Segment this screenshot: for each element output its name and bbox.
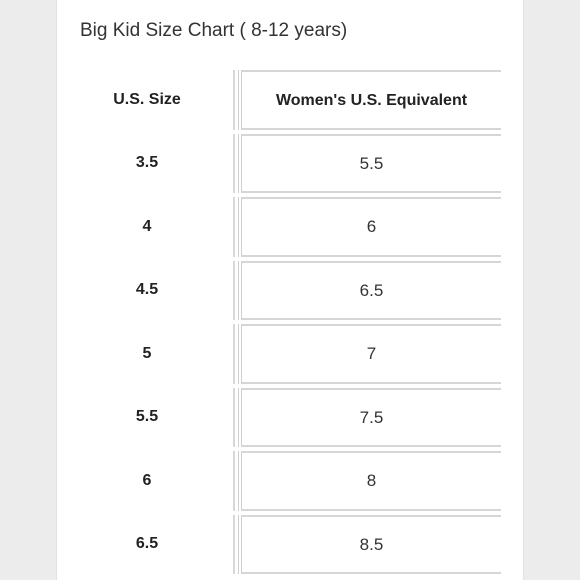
womens-equivalent-cell: 7.5 xyxy=(241,387,501,447)
womens-equivalent-cell: 6 xyxy=(241,197,501,257)
column-divider xyxy=(233,324,239,384)
table-row: 4.5 6.5 xyxy=(71,259,501,323)
column-divider xyxy=(233,260,239,320)
womens-equivalent-cell: 7 xyxy=(241,324,501,384)
us-size-cell: 5.5 xyxy=(135,408,159,426)
us-size-cell: 4.5 xyxy=(135,281,159,299)
womens-equivalent-cell: 8.5 xyxy=(241,514,501,574)
column-divider xyxy=(233,514,239,574)
header-us-size: U.S. Size xyxy=(113,90,181,108)
womens-equivalent-cell: 5.5 xyxy=(241,133,501,193)
column-divider xyxy=(233,451,239,511)
us-size-cell: 5 xyxy=(142,344,152,362)
table-row: 3.5 5.5 xyxy=(71,132,501,196)
column-divider xyxy=(233,70,239,130)
us-size-cell: 3.5 xyxy=(135,154,159,172)
column-divider xyxy=(233,387,239,447)
table-row: 6.5 8.5 xyxy=(71,513,501,577)
womens-equivalent-cell: 6.5 xyxy=(241,260,501,320)
page-title: Big Kid Size Chart ( 8-12 years) xyxy=(80,20,348,41)
table-row: 5 7 xyxy=(71,322,501,386)
table-header-row: U.S. Size Women's U.S. Equivalent xyxy=(71,68,501,132)
header-womens-equivalent: Women's U.S. Equivalent xyxy=(241,70,501,130)
us-size-cell: 6 xyxy=(142,471,152,489)
table-row: 6 8 xyxy=(71,449,501,513)
us-size-cell: 4 xyxy=(142,217,152,235)
table-row: 4 6 xyxy=(71,195,501,259)
womens-equivalent-cell: 8 xyxy=(241,451,501,511)
size-chart-sheet: Big Kid Size Chart ( 8-12 years) U.S. Si… xyxy=(57,0,523,580)
column-divider xyxy=(233,133,239,193)
column-divider xyxy=(233,197,239,257)
size-table: U.S. Size Women's U.S. Equivalent 3.5 5.… xyxy=(71,68,501,576)
us-size-cell: 6.5 xyxy=(135,535,159,553)
table-row: 5.5 7.5 xyxy=(71,386,501,450)
